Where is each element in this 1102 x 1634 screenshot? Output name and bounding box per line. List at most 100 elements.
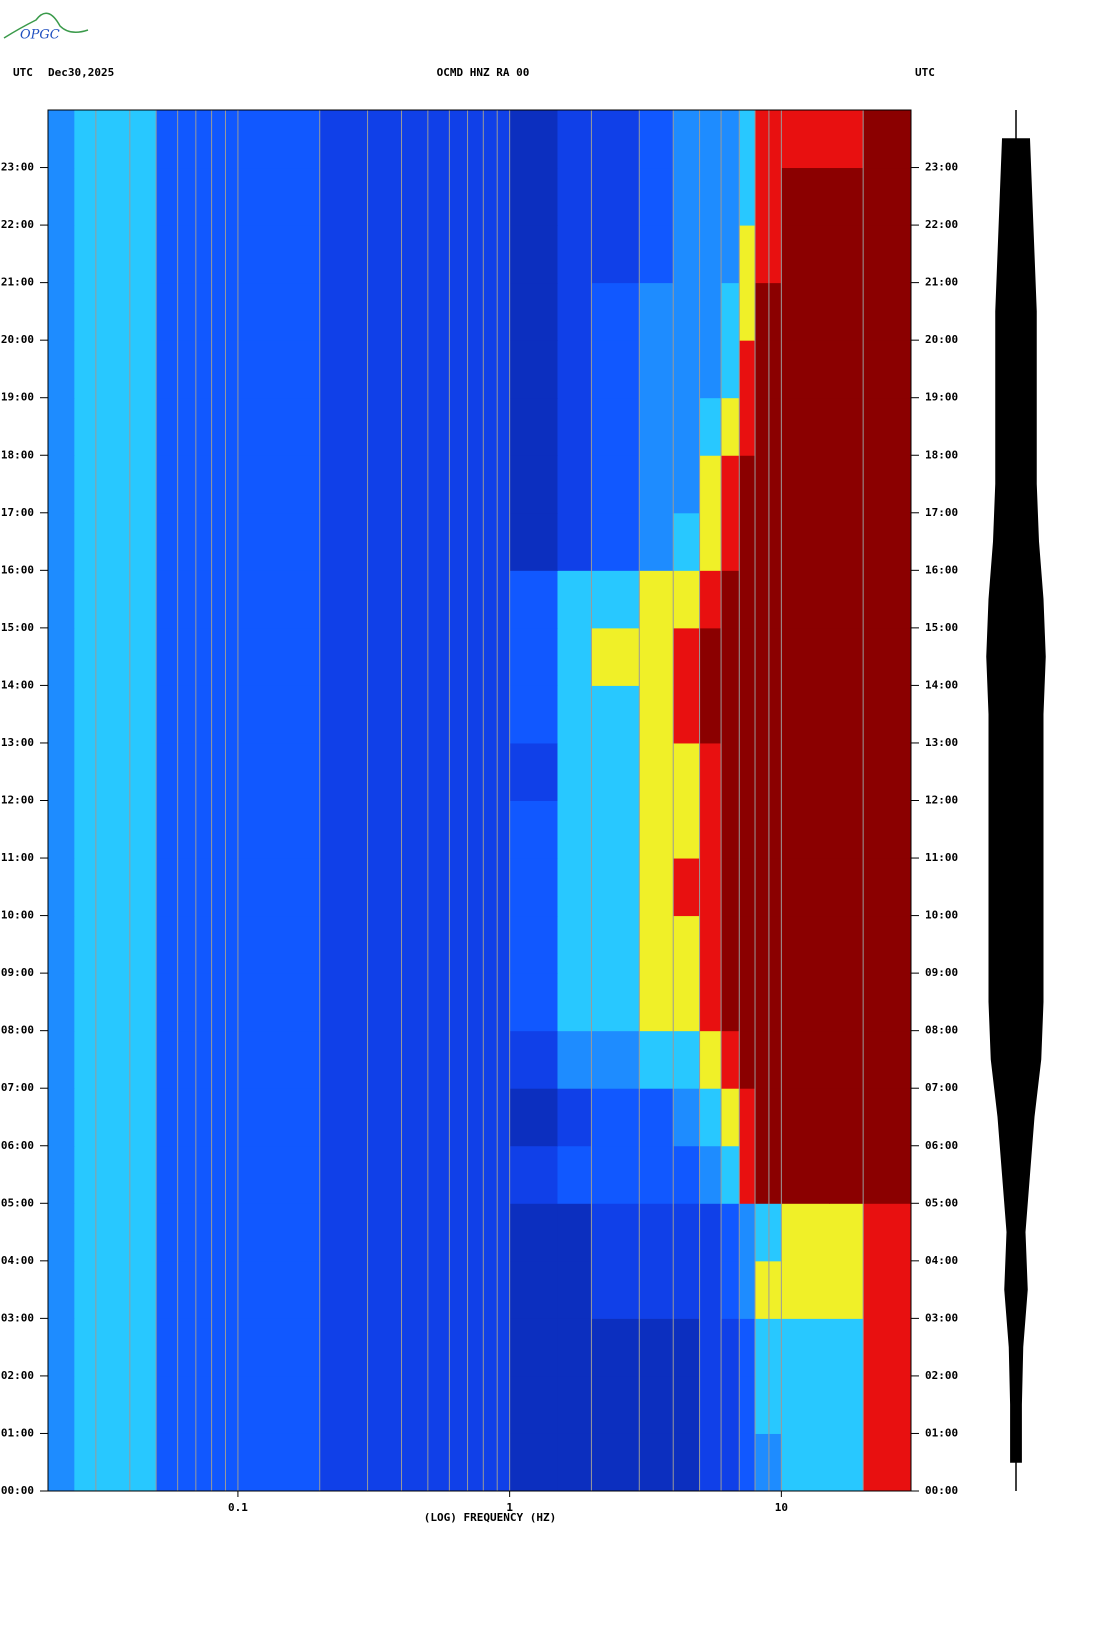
spectrogram-cell <box>591 570 640 629</box>
y-tick-label: 17:00 <box>1 506 34 519</box>
spectrogram-cell <box>237 1375 321 1434</box>
spectrogram-cell <box>156 973 197 1032</box>
y-tick-label: 18:00 <box>925 448 958 461</box>
spectrogram-cell <box>509 1375 558 1434</box>
spectrogram-cell <box>319 225 403 284</box>
spectrogram-cell <box>156 340 197 399</box>
spectrogram-cell <box>319 627 403 686</box>
spectrogram-cell <box>739 1145 756 1204</box>
spectrogram-cell <box>863 1375 912 1434</box>
y-tick-label: 14:00 <box>1 678 34 691</box>
spectrogram-cell <box>639 627 674 686</box>
spectrogram-cell <box>591 1260 640 1319</box>
spectrogram-cell <box>829 1433 864 1492</box>
spectrogram-cell <box>509 225 558 284</box>
spectrogram-cell <box>401 1030 511 1089</box>
spectrogram-cell <box>639 1318 674 1377</box>
spectrogram-cell <box>195 340 239 399</box>
spectrogram-cell <box>48 1030 75 1089</box>
y-tick-label: 05:00 <box>925 1196 958 1209</box>
spectrogram-cell <box>48 110 75 169</box>
spectrogram-cell <box>739 1260 756 1319</box>
spectrogram-cell <box>195 1433 239 1492</box>
spectrogram-cell <box>863 800 912 859</box>
spectrogram-cell <box>237 1030 321 1089</box>
spectrogram-cell <box>401 397 511 456</box>
spectrogram-cell <box>237 1088 321 1147</box>
spectrogram-cell <box>639 340 674 399</box>
spectrogram-cell <box>721 915 740 974</box>
spectrogram-cell <box>195 1375 239 1434</box>
spectrogram-cell <box>829 455 864 514</box>
spectrogram-cell <box>319 1260 403 1319</box>
spectrogram-cell <box>673 1088 701 1147</box>
spectrogram-cell <box>699 627 722 686</box>
spectrogram-cell <box>74 685 157 744</box>
spectrogram-cell <box>48 167 75 226</box>
spectrogram-cell <box>699 110 722 169</box>
spectrogram-cell <box>739 1375 756 1434</box>
spectrogram-cell <box>721 685 740 744</box>
spectrogram-cell <box>673 685 701 744</box>
spectrogram-cell <box>739 110 756 169</box>
spectrogram-cell <box>863 1203 912 1262</box>
spectrogram-cell <box>48 858 75 917</box>
spectrogram-cell <box>781 1433 830 1492</box>
spectrogram-cell <box>639 167 674 226</box>
spectrogram-cell <box>237 340 321 399</box>
y-tick-label: 23:00 <box>925 161 958 174</box>
spectrogram-cell <box>673 1030 701 1089</box>
spectrogram-cell <box>74 110 157 169</box>
y-tick-label: 16:00 <box>1 563 34 576</box>
spectrogram-cell <box>739 627 756 686</box>
spectrogram-cell <box>639 1433 674 1492</box>
spectrogram-cell <box>699 512 722 571</box>
spectrogram-cell <box>863 1145 912 1204</box>
spectrogram-cell <box>237 1260 321 1319</box>
spectrogram-cell <box>237 973 321 1032</box>
spectrogram-cell <box>156 512 197 571</box>
spectrogram-cell <box>781 110 830 169</box>
header-station: OCMD HNZ RA 00 <box>437 66 530 79</box>
spectrogram-cell <box>319 800 403 859</box>
y-tick-label: 03:00 <box>1 1311 34 1324</box>
y-tick-label: 02:00 <box>925 1369 958 1382</box>
spectrogram-cell <box>673 455 701 514</box>
spectrogram-cell <box>863 685 912 744</box>
spectrogram-cell <box>699 282 722 341</box>
spectrogram-cell <box>591 455 640 514</box>
spectrogram-cell <box>721 1433 740 1492</box>
y-tick-label: 18:00 <box>1 448 34 461</box>
spectrogram-cell <box>195 915 239 974</box>
spectrogram-cell <box>591 685 640 744</box>
spectrogram-cell <box>557 800 592 859</box>
spectrogram-cell <box>509 1260 558 1319</box>
spectrogram-cell <box>639 110 674 169</box>
x-tick-label: 0.1 <box>228 1501 248 1514</box>
spectrogram-cell <box>557 340 592 399</box>
spectrogram-cell <box>319 858 403 917</box>
spectrogram-cell <box>557 1433 592 1492</box>
spectrogram-cell <box>195 1145 239 1204</box>
spectrogram-cell <box>401 1145 511 1204</box>
spectrogram-cell <box>781 1030 830 1089</box>
spectrogram-cell <box>48 397 75 456</box>
spectrogram-cell <box>401 1203 511 1262</box>
spectrogram-cell <box>74 455 157 514</box>
spectrogram-cell <box>781 512 830 571</box>
spectrogram-cell <box>721 1318 740 1377</box>
spectrogram-cell <box>863 110 912 169</box>
spectrogram-cell <box>591 1145 640 1204</box>
y-tick-label: 08:00 <box>925 1024 958 1037</box>
spectrogram-cell <box>509 742 558 801</box>
spectrogram-cell <box>699 1260 722 1319</box>
spectrogram-cell <box>319 1433 403 1492</box>
spectrogram-cell <box>509 512 558 571</box>
spectrogram-cell <box>863 282 912 341</box>
spectrogram-cell <box>557 110 592 169</box>
spectrogram-cell <box>639 1203 674 1262</box>
spectrogram-cell <box>673 800 701 859</box>
spectrogram-cell <box>863 742 912 801</box>
spectrogram-cell <box>156 282 197 341</box>
